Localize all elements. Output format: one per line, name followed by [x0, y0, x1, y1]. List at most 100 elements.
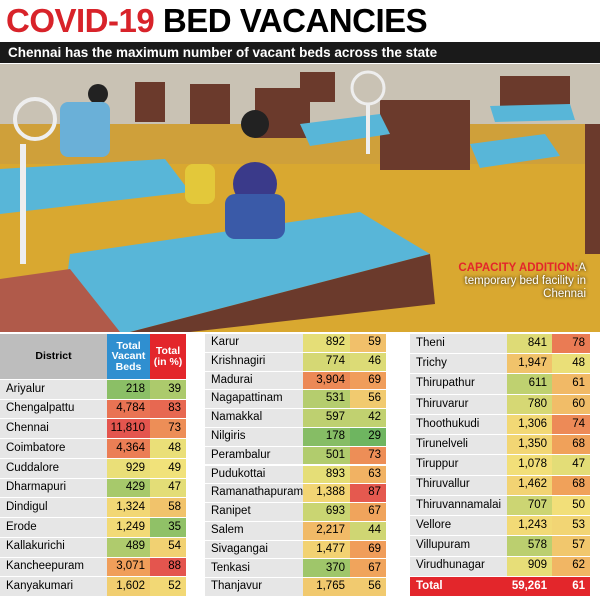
vacant-beds: 1,324 [107, 498, 150, 519]
vacant-beds: 929 [107, 458, 150, 479]
vacant-beds: 4,784 [107, 399, 150, 420]
table: District Total Vacant Beds Total (in %) Ari… [0, 334, 600, 597]
vacancy-pct: 62 [552, 556, 590, 577]
vacancy-pct: 46 [350, 352, 386, 372]
caption: CAPACITY ADDITION:A temporary bed facili… [446, 262, 586, 301]
vacant-beds: 578 [507, 536, 552, 557]
vacancy-pct: 61 [552, 576, 590, 597]
vacancy-pct: 35 [150, 518, 186, 538]
district-name: Tiruppur [410, 455, 507, 476]
district-name: Nagapattinam [205, 390, 303, 410]
vacancy-pct: 29 [350, 427, 386, 447]
vacancy-pct: 69 [350, 540, 386, 560]
vacancy-pct: 59 [350, 334, 386, 353]
vacant-beds: 893 [303, 465, 350, 485]
vacancy-pct: 68 [552, 475, 590, 496]
vacant-beds: 597 [303, 409, 350, 428]
vacancy-pct: 68 [552, 435, 590, 456]
district-name: Thoothukudi [410, 414, 507, 436]
vacancy-pct: 58 [150, 498, 186, 519]
vacancy-pct: 67 [350, 503, 386, 522]
district-name: Coimbatore [0, 439, 107, 459]
vacancy-pct: 73 [350, 446, 386, 466]
vacancy-pct: 83 [150, 399, 186, 420]
vacancy-pct: 48 [150, 439, 186, 459]
vacant-beds: 501 [303, 446, 350, 466]
vacancy-pct: 48 [552, 354, 590, 375]
vacancy-pct: 73 [150, 419, 186, 440]
district-name: Virudhunagar [410, 556, 507, 577]
district-name: Vellore [410, 516, 507, 537]
district-name: Chennai [0, 419, 107, 440]
vacancy-pct: 57 [552, 536, 590, 557]
vacancy-pct: 67 [350, 559, 386, 579]
vacant-beds: 11,810 [107, 419, 150, 440]
vacant-beds: 892 [303, 334, 350, 353]
vacancy-pct: 47 [552, 455, 590, 476]
district-name: Kanyakumari [0, 577, 107, 597]
vacant-beds: 1,350 [507, 435, 552, 456]
vacancy-pct: 47 [150, 478, 186, 499]
district-name: Nilgiris [205, 427, 303, 447]
vacancy-pct: 69 [350, 371, 386, 391]
district-name: Namakkal [205, 409, 303, 428]
district-name: Erode [0, 518, 107, 538]
caption-text: A temporary bed facility in Chennai [464, 262, 586, 300]
vacant-beds: 370 [303, 559, 350, 579]
vacant-beds: 1,243 [507, 516, 552, 537]
vacancy-pct: 63 [350, 465, 386, 485]
vacant-beds: 1,602 [107, 577, 150, 597]
vacant-beds: 4,364 [107, 439, 150, 459]
district-name: Thiruvallur [410, 475, 507, 496]
vacancy-pct: 61 [552, 374, 590, 395]
district-name: Sivagangai [205, 540, 303, 560]
vacant-beds: 3,071 [107, 557, 150, 578]
vacant-beds: 1,765 [303, 578, 350, 597]
district-name: Thanjavur [205, 578, 303, 597]
district-name: Pudukottai [205, 465, 303, 485]
vacant-beds: 218 [107, 380, 150, 400]
district-name: Ariyalur [0, 380, 107, 400]
vacant-beds: 1,388 [303, 484, 350, 504]
vacancy-pct: 53 [552, 516, 590, 537]
vacant-beds: 780 [507, 394, 552, 415]
vacant-beds: 1,078 [507, 455, 552, 476]
vacant-beds: 3,904 [303, 371, 350, 391]
vacancy-pct: 87 [350, 484, 386, 504]
vacant-beds: 1,306 [507, 414, 552, 436]
vacant-beds: 2,217 [303, 521, 350, 541]
vacant-beds: 531 [303, 390, 350, 410]
vacant-beds: 59,261 [507, 576, 552, 597]
title: COVID-19 BED VACANCIES [6, 2, 428, 40]
district-name: Tirunelveli [410, 435, 507, 456]
vacancy-pct: 60 [552, 394, 590, 415]
district-name: Karur [205, 334, 303, 353]
district-name: Krishnagiri [205, 352, 303, 372]
vacancy-pct: 49 [150, 458, 186, 479]
vacancy-pct: 44 [350, 521, 386, 541]
district-name: Kancheepuram [0, 557, 107, 578]
district-name: Kallakurichi [0, 537, 107, 558]
vacancy-pct: 78 [552, 334, 590, 355]
vacant-beds: 178 [303, 427, 350, 447]
vacancy-pct: 52 [150, 577, 186, 597]
district-name: Thiruvarur [410, 394, 507, 415]
header-beds: Total Vacant Beds [107, 334, 150, 380]
district-name: Madurai [205, 371, 303, 391]
vacancy-pct: 54 [150, 537, 186, 558]
district-name: Perambalur [205, 446, 303, 466]
district-name: Salem [205, 521, 303, 541]
title-black: BED VACANCIES [162, 2, 428, 39]
district-name: Thirupathur [410, 374, 507, 395]
vacancy-pct: 56 [350, 390, 386, 410]
vacant-beds: 1,462 [507, 475, 552, 496]
vacancy-pct: 74 [552, 414, 590, 436]
vacant-beds: 611 [507, 374, 552, 395]
district-name: Ramanathapuram [205, 484, 303, 504]
district-name: Theni [410, 334, 507, 355]
district-name: Trichy [410, 354, 507, 375]
vacant-beds: 1,249 [107, 518, 150, 538]
district-name: Dindigul [0, 498, 107, 519]
caption-lead: CAPACITY ADDITION: [458, 262, 579, 274]
